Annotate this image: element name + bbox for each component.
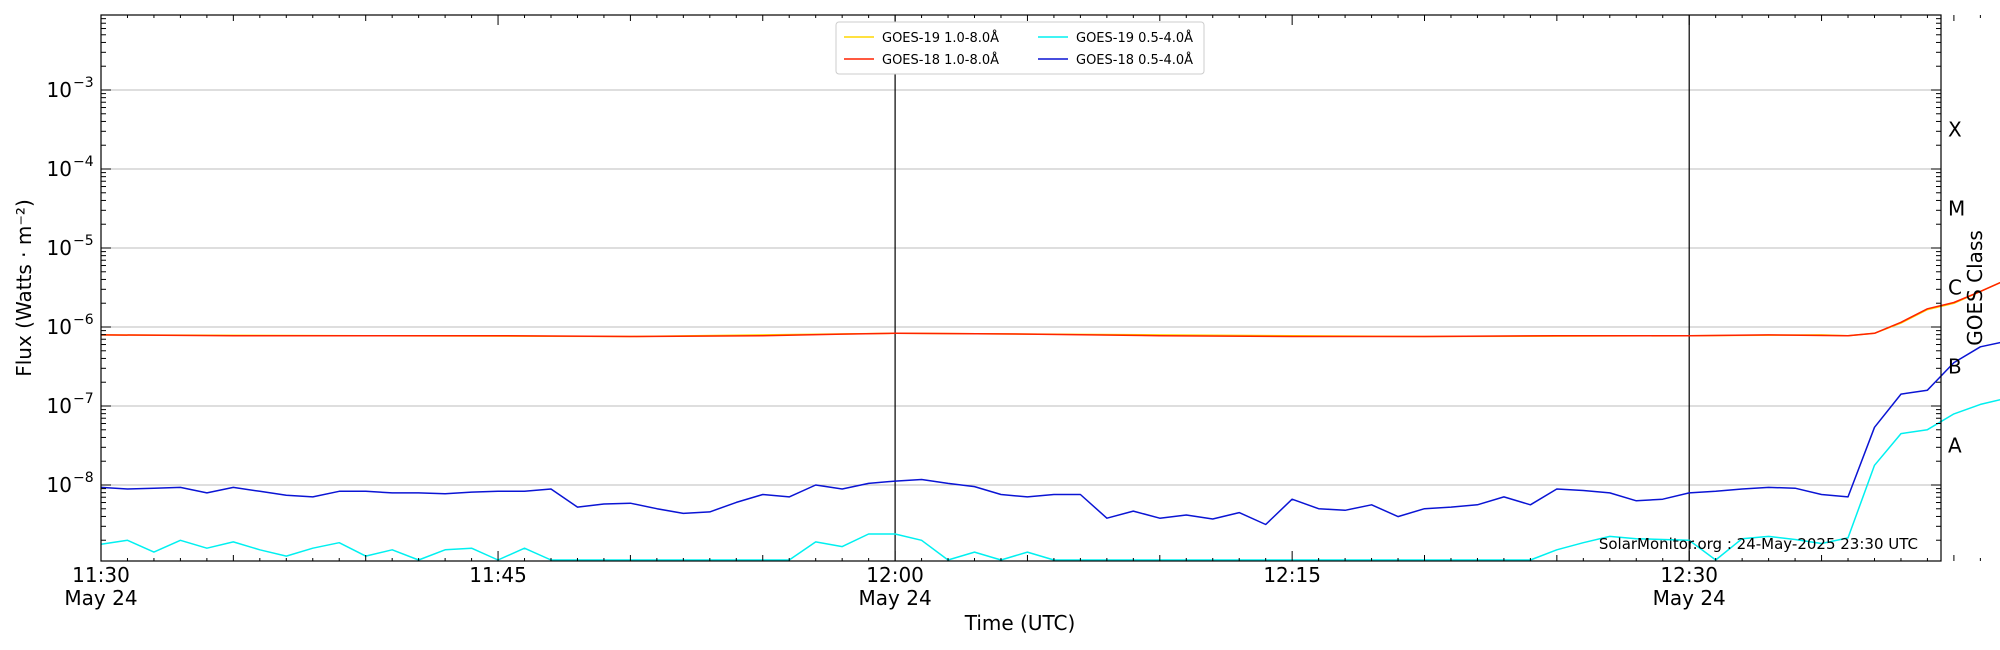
- legend-label-2: GOES-19 0.5-4.0Å: [1076, 30, 1193, 46]
- legend-box: [835, 21, 1205, 75]
- y-tick-label-5: 10: [47, 78, 72, 102]
- y-tick-labels: 10−810−710−610−510−410−3: [47, 75, 94, 497]
- y-tick-label-3: 10: [47, 236, 72, 260]
- series-1: [100, 281, 2000, 338]
- y-tick-label-0: 10: [47, 473, 72, 497]
- goes-class-x: X: [1948, 118, 1962, 142]
- y-tick-exponent-5: −3: [73, 75, 94, 91]
- legend: GOES-19 1.0-8.0Å GOES-18 1.0-8.0Å GOES-19 …: [835, 21, 1205, 75]
- y-tick-exponent-0: −8: [73, 470, 94, 486]
- goes-class-b: B: [1948, 355, 1962, 379]
- series-2: [100, 398, 2000, 561]
- y-tick-exponent-3: −5: [73, 233, 94, 249]
- y-tick-label-4: 10: [47, 157, 72, 181]
- x-tick-label-2: 12:00: [866, 563, 924, 587]
- x-tick-sublabel-2: May 24: [859, 586, 932, 610]
- tick-marks: [100, 15, 1981, 561]
- x-axis-title: Time (UTC): [964, 611, 1076, 635]
- credit-label: SolarMonitor.org : 24-May-2025 23:30 UTC: [1599, 535, 1918, 553]
- goes-class-labels: A B C M X: [1948, 118, 1965, 458]
- x-tick-label-1: 11:45: [469, 563, 527, 587]
- y-tick-label-1: 10: [47, 394, 72, 418]
- grid-lines: [101, 89, 1941, 486]
- y-tick-exponent-4: −4: [73, 154, 94, 170]
- y-tick-label-2: 10: [47, 315, 72, 339]
- y-axis-title: Flux (Watts · m⁻²): [12, 199, 36, 377]
- y-tick-exponent-1: −7: [73, 391, 94, 407]
- y2-axis-title: GOES Class: [1963, 230, 1987, 346]
- x-tick-label-3: 12:15: [1263, 563, 1321, 587]
- goes-class-c: C: [1948, 276, 1962, 300]
- goes-class-a: A: [1948, 434, 1962, 458]
- legend-label-1: GOES-18 1.0-8.0Å: [882, 52, 999, 68]
- series-line-2: [100, 398, 2000, 561]
- y-tick-exponent-2: −6: [73, 312, 94, 328]
- x-tick-label-0: 11:30: [72, 563, 130, 587]
- x-tick-label-4: 12:30: [1660, 563, 1718, 587]
- legend-label-0: GOES-19 1.0-8.0Å: [882, 30, 999, 46]
- series-line-1: [100, 281, 2000, 338]
- goes-class-m: M: [1948, 197, 1965, 221]
- plot-frame: [100, 14, 1942, 562]
- x-tick-sublabel-0: May 24: [64, 586, 137, 610]
- legend-label-3: GOES-18 0.5-4.0Å: [1076, 52, 1193, 68]
- day-boundary-lines: [894, 15, 1690, 561]
- x-tick-sublabel-4: May 24: [1653, 586, 1726, 610]
